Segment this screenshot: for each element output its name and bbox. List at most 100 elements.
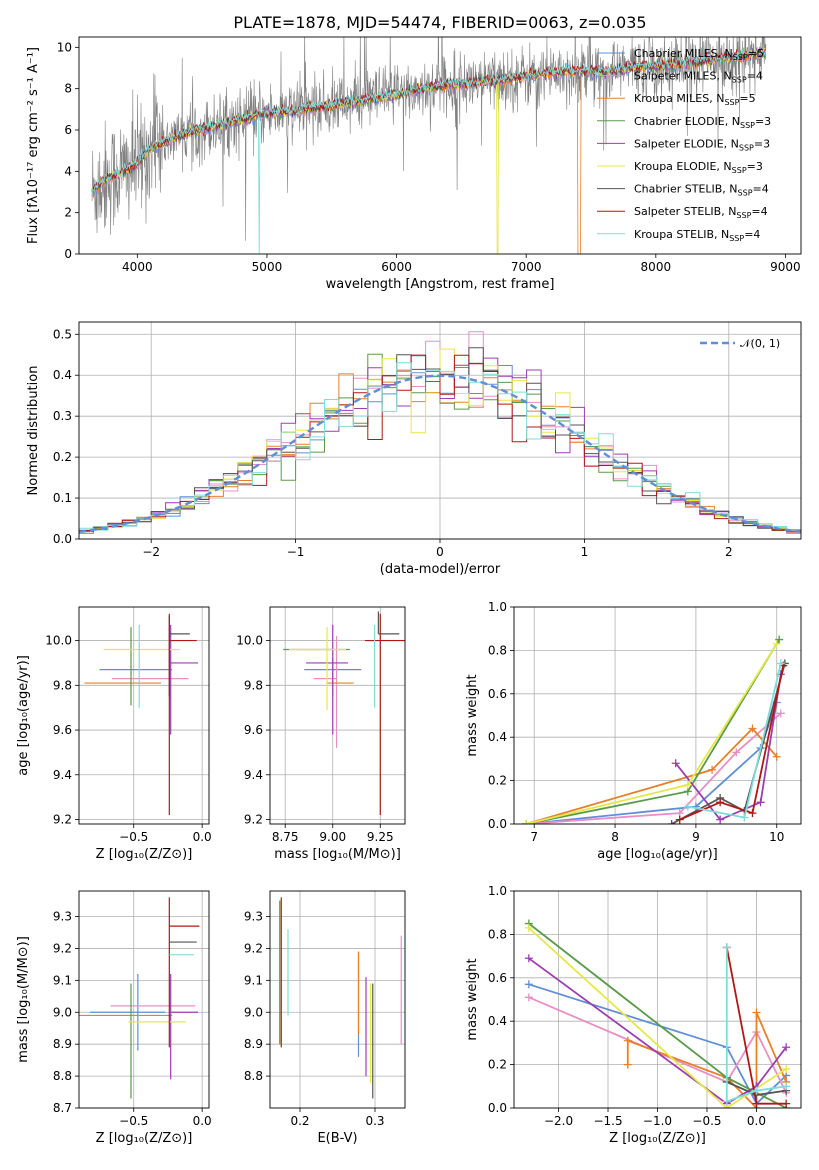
weight-point-kroupa_miles — [748, 724, 757, 733]
x-tick-label: 2 — [725, 545, 733, 559]
weight-point-salpeter_miles — [524, 993, 533, 1002]
axes-frame — [78, 890, 210, 1109]
weight-point-kroupa_miles — [752, 1008, 761, 1017]
y-tick-label: 9.2 — [53, 813, 72, 827]
x-tick-label: −1 — [287, 545, 305, 559]
y-tick-label: 9.0 — [53, 1005, 72, 1019]
weight-line-chabrier_stelib — [671, 663, 786, 824]
legend-name: Kroupa MILES, N — [634, 92, 724, 105]
y-tick-label: 9.4 — [244, 768, 263, 782]
y-tick-label: 9.8 — [244, 678, 263, 692]
y-tick-label: 0.3 — [53, 409, 72, 423]
legend-suffix: =3 — [747, 160, 763, 173]
x-axis-label: (data-model)/error — [380, 562, 501, 577]
weight-point-kroupa_stelib — [722, 943, 731, 952]
chart-age-vs-z: −0.5 0.0 9.2 9.4 9.6 9.8 10.0 Z [log₁₀(Z/Z⊙)] ag… — [16, 606, 212, 862]
x-tick-label: 0.0 — [193, 1114, 212, 1128]
y-tick-label: 0.8 — [488, 643, 507, 657]
legend-name: Kroupa STELIB, N — [634, 228, 729, 241]
weight-line-chabrier_miles — [526, 702, 778, 824]
weight-point-kroupa_miles — [623, 1060, 632, 1069]
x-tick-label: 0 — [436, 545, 444, 559]
y-tick-label: 1.0 — [488, 600, 507, 614]
x-axis-label: wavelength [Angstrom, rest frame] — [326, 277, 555, 292]
y-tick-label: 9.2 — [244, 941, 263, 955]
x-axis-label: Z [log₁₀(Z/Z⊙)] — [96, 847, 193, 862]
y-tick-label: 1.0 — [488, 884, 507, 898]
legend-sub: SSP — [740, 121, 755, 130]
weight-point-kroupa_elodie — [522, 820, 531, 824]
x-axis-label: age [log₁₀(age/yr)] — [597, 847, 718, 862]
weight-point-salpeter_elodie — [524, 954, 533, 963]
x-tick-label: −1.5 — [593, 1114, 622, 1128]
legend-entry-chabrier_miles: Chabrier MILES, NSSP=5 — [634, 47, 764, 62]
legend-sub: SSP — [724, 98, 739, 107]
x-axis-label: Z [log₁₀(Z/Z⊙)] — [96, 1131, 193, 1146]
weight-point-salpeter_elodie — [756, 798, 765, 807]
plot-area — [84, 613, 199, 816]
legend-name: Salpeter STELIB, N — [634, 205, 736, 218]
legend-name: Chabrier STELIB, N — [634, 183, 738, 196]
y-axis-label: Flux [fλ10⁻¹⁷ erg cm⁻² s⁻¹ A⁻¹] — [26, 47, 41, 244]
weight-line-kroupa_stelib — [725, 947, 787, 1103]
x-tick-label: −0.5 — [119, 1114, 148, 1128]
x-axis-label: E(B-V) — [317, 1131, 357, 1146]
weight-point-kroupa_miles — [708, 765, 717, 774]
x-tick-label: −0.5 — [119, 830, 148, 844]
weight-point-salpeter_stelib — [716, 798, 725, 807]
weight-point-salpeter_stelib — [752, 1099, 761, 1108]
y-axis-label: mass weight — [465, 674, 480, 756]
x-tick-label: 7000 — [511, 260, 542, 274]
plot-area — [79, 897, 200, 1099]
weight-point-kroupa_elodie — [524, 923, 533, 932]
y-axis-label: mass weight — [465, 958, 480, 1040]
legend-normal: 𝒩(0, 1) — [740, 337, 780, 350]
histogram-kroupa_stelib — [79, 362, 801, 539]
legend-suffix: =4 — [747, 70, 763, 83]
x-tick-label: 0.2 — [290, 1114, 309, 1128]
weight-point-kroupa_stelib — [752, 1086, 761, 1095]
y-tick-label: 8.9 — [53, 1037, 72, 1051]
y-tick-label: 9.3 — [53, 910, 72, 924]
weight-point-salpeter_miles — [732, 748, 741, 757]
y-tick-label: 0.2 — [488, 774, 507, 788]
legend-sub: SSP — [729, 234, 744, 243]
y-tick-label: 4 — [64, 164, 72, 178]
plot-area — [79, 331, 801, 539]
x-axis-label: mass [log₁₀(M/M⊙)] — [274, 847, 401, 862]
y-tick-label: 0.6 — [488, 687, 507, 701]
y-tick-label: 0.0 — [488, 817, 507, 831]
x-tick-label: 9000 — [770, 260, 801, 274]
y-tick-label: 8.8 — [53, 1069, 72, 1083]
weight-point-chabrier_elodie — [775, 635, 784, 644]
y-axis-label: Normed distribution — [26, 366, 41, 496]
x-tick-label: −0.5 — [692, 1114, 721, 1128]
weight-line-kroupa_elodie — [528, 927, 787, 1108]
legend-sub: SSP — [733, 53, 748, 62]
legend-sub: SSP — [732, 166, 747, 175]
legend-suffix: =5 — [748, 47, 764, 60]
y-tick-label: 2 — [64, 206, 72, 220]
y-tick-label: 10.0 — [236, 634, 263, 648]
weight-line-salpeter_elodie — [528, 957, 787, 1105]
weight-point-kroupa_stelib — [740, 813, 749, 822]
y-tick-label: 8.8 — [244, 1069, 263, 1083]
legend-sub: SSP — [738, 189, 753, 198]
legend-suffix: =3 — [755, 115, 771, 128]
y-tick-label: 8.9 — [244, 1037, 263, 1051]
x-tick-label: −2 — [142, 545, 160, 559]
legend-entry-kroupa_elodie: Kroupa ELODIE, NSSP=3 — [634, 160, 763, 175]
legend-name: Salpeter ELODIE, N — [634, 137, 739, 150]
y-tick-label: 0.0 — [53, 532, 72, 546]
plot-area — [91, 37, 767, 254]
y-tick-label: 9.8 — [53, 678, 72, 692]
x-tick-label: 0.0 — [193, 830, 212, 844]
y-tick-label: 9.2 — [53, 941, 72, 955]
legend-suffix: =4 — [744, 228, 760, 241]
chart-weight-vs-age: 7 8 9 10 0.0 0.2 0.4 0.6 0.8 1.0 age [log₁₀(age/yr… — [465, 600, 802, 862]
y-tick-label: 0.4 — [488, 730, 507, 744]
x-tick-label: −2.0 — [544, 1114, 573, 1128]
chart-mass-vs-ebv: 0.2 0.3 8.8 8.9 9.0 9.1 9.2 9.3 E(B-V) — [244, 890, 406, 1146]
y-tick-label: 0.4 — [488, 1014, 507, 1028]
